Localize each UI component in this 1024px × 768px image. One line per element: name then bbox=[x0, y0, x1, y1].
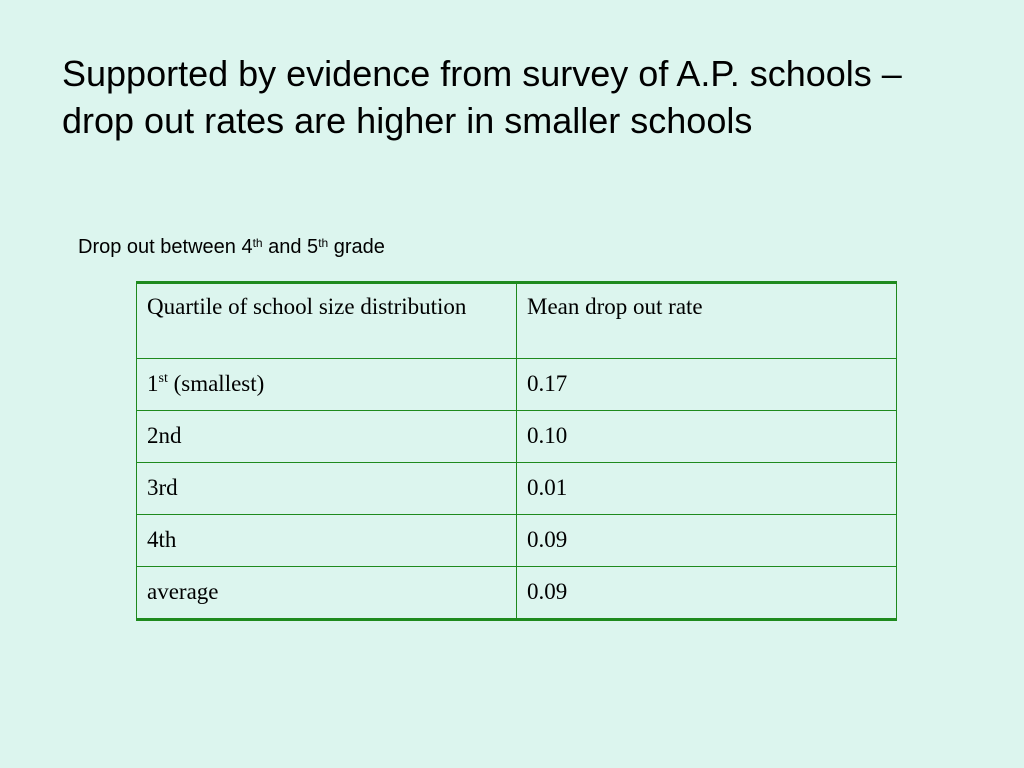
caption-superscript-2: th bbox=[318, 236, 329, 250]
table-row: 2nd 0.10 bbox=[136, 410, 897, 463]
caption-text-part3: grade bbox=[328, 236, 385, 258]
header-mean-dropout-rate: Mean drop out rate bbox=[516, 282, 897, 359]
slide-title: Supported by evidence from survey of A.P… bbox=[62, 53, 902, 141]
quartile-cell: 3rd bbox=[136, 462, 517, 515]
table-row: 4th 0.09 bbox=[136, 514, 897, 567]
table-caption: Drop out between 4th and 5th grade bbox=[78, 233, 385, 261]
rate-cell: 0.09 bbox=[516, 566, 897, 620]
caption-superscript-1: th bbox=[252, 236, 263, 250]
dropout-rate-table: Quartile of school size distribution Mea… bbox=[136, 281, 897, 621]
quartile-cell: average bbox=[136, 566, 517, 620]
rate-cell: 0.17 bbox=[516, 358, 897, 411]
rate-cell: 0.09 bbox=[516, 514, 897, 567]
quartile-superscript: st bbox=[158, 371, 168, 386]
table-header-row: Quartile of school size distribution Mea… bbox=[136, 282, 897, 359]
caption-text-part2: and 5 bbox=[262, 236, 319, 258]
table-row: average 0.09 bbox=[136, 566, 897, 620]
rate-cell: 0.01 bbox=[516, 462, 897, 515]
table-row: 1st (smallest) 0.17 bbox=[136, 358, 897, 411]
caption-text-part1: Drop out between 4 bbox=[78, 236, 253, 258]
header-quartile: Quartile of school size distribution bbox=[136, 282, 517, 359]
quartile-cell: 4th bbox=[136, 514, 517, 567]
quartile-cell: 2nd bbox=[136, 410, 517, 463]
rate-cell: 0.10 bbox=[516, 410, 897, 463]
table-row: 3rd 0.01 bbox=[136, 462, 897, 515]
quartile-cell: 1st (smallest) bbox=[136, 358, 517, 411]
quartile-number: 1 bbox=[147, 371, 159, 396]
quartile-label-rest: (smallest) bbox=[167, 371, 265, 396]
